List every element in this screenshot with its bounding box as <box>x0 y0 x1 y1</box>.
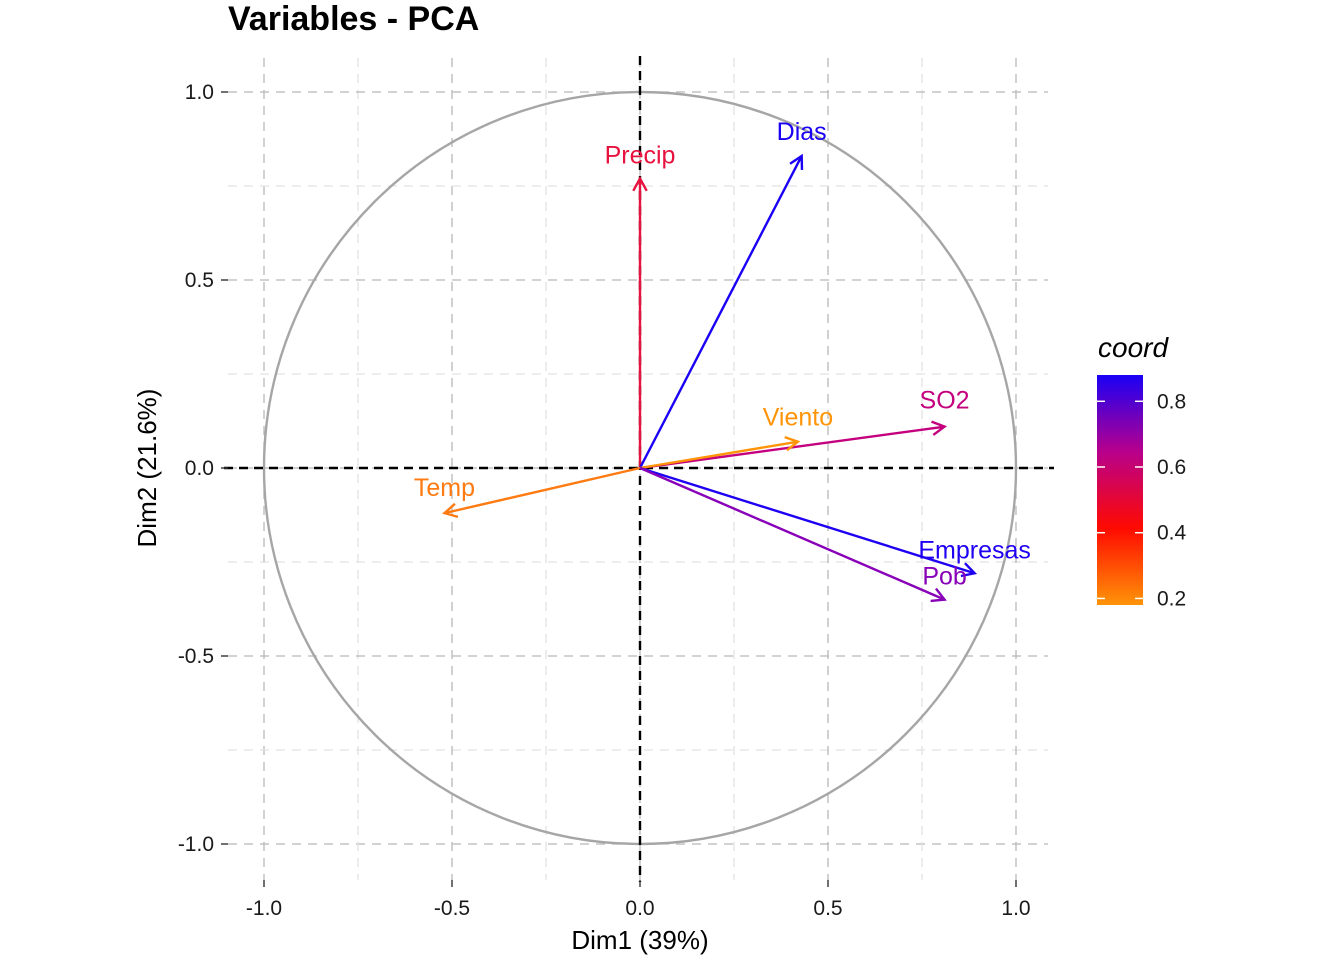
y-axis-label: Dim2 (21.6%) <box>132 389 162 548</box>
legend-tick-label: 0.4 <box>1157 522 1187 545</box>
arrow-head <box>442 502 459 519</box>
y-tick-label: -1.0 <box>178 833 214 856</box>
arrow-head <box>960 562 978 578</box>
arrow-shaft <box>639 440 799 470</box>
x-axis-label: Dim1 (39%) <box>571 925 708 955</box>
y-tick-label: 0.0 <box>185 457 214 480</box>
arrow-shaft <box>638 155 803 469</box>
arrow-dias <box>638 153 804 469</box>
arrow-shaft <box>639 466 976 575</box>
arrow-head <box>789 153 804 170</box>
x-axis-ticks: -1.0 -0.5 0.0 0.5 1.0 <box>246 880 1031 920</box>
legend-tick-label: 0.8 <box>1157 390 1186 413</box>
legend: coord 0.8 0.6 0.4 0.2 <box>1097 332 1187 610</box>
x-tick-label: -1.0 <box>246 897 282 920</box>
label-precip: Precip <box>605 141 676 169</box>
arrow-viento <box>639 435 801 470</box>
arrow-head <box>632 175 648 192</box>
legend-tick-label: 0.2 <box>1157 587 1186 610</box>
arrow-shaft <box>639 466 946 601</box>
y-tick-label: 1.0 <box>185 81 214 104</box>
label-empresas: Empresas <box>918 536 1031 564</box>
y-tick-label: -0.5 <box>178 645 214 668</box>
y-axis-ticks: 1.0 0.5 0.0 -0.5 -1.0 <box>178 81 228 856</box>
x-tick-label: 0.0 <box>625 897 654 920</box>
arrow-empresas <box>639 466 978 578</box>
legend-colorbar <box>1097 375 1143 605</box>
legend-tick-label: 0.6 <box>1157 456 1186 479</box>
x-tick-label: 1.0 <box>1001 897 1030 920</box>
y-tick-label: 0.5 <box>185 269 214 292</box>
label-pob: Pob <box>922 563 966 591</box>
x-tick-label: 0.5 <box>813 897 842 920</box>
arrow-precip <box>632 175 648 468</box>
x-tick-label: -0.5 <box>434 897 470 920</box>
legend-title: coord <box>1098 332 1169 363</box>
label-temp: Temp <box>414 474 475 502</box>
label-so2: SO2 <box>920 387 970 415</box>
arrow-shaft <box>444 466 641 515</box>
arrow-head <box>931 420 948 436</box>
arrow-pob <box>639 466 947 603</box>
label-dias: Dias <box>777 118 827 146</box>
arrow-head <box>784 435 801 452</box>
label-viento: Viento <box>763 404 833 432</box>
chart-title: Variables - PCA <box>228 0 479 38</box>
arrow-temp <box>442 466 641 519</box>
arrow-head <box>930 587 947 603</box>
variable-arrows <box>442 153 978 603</box>
